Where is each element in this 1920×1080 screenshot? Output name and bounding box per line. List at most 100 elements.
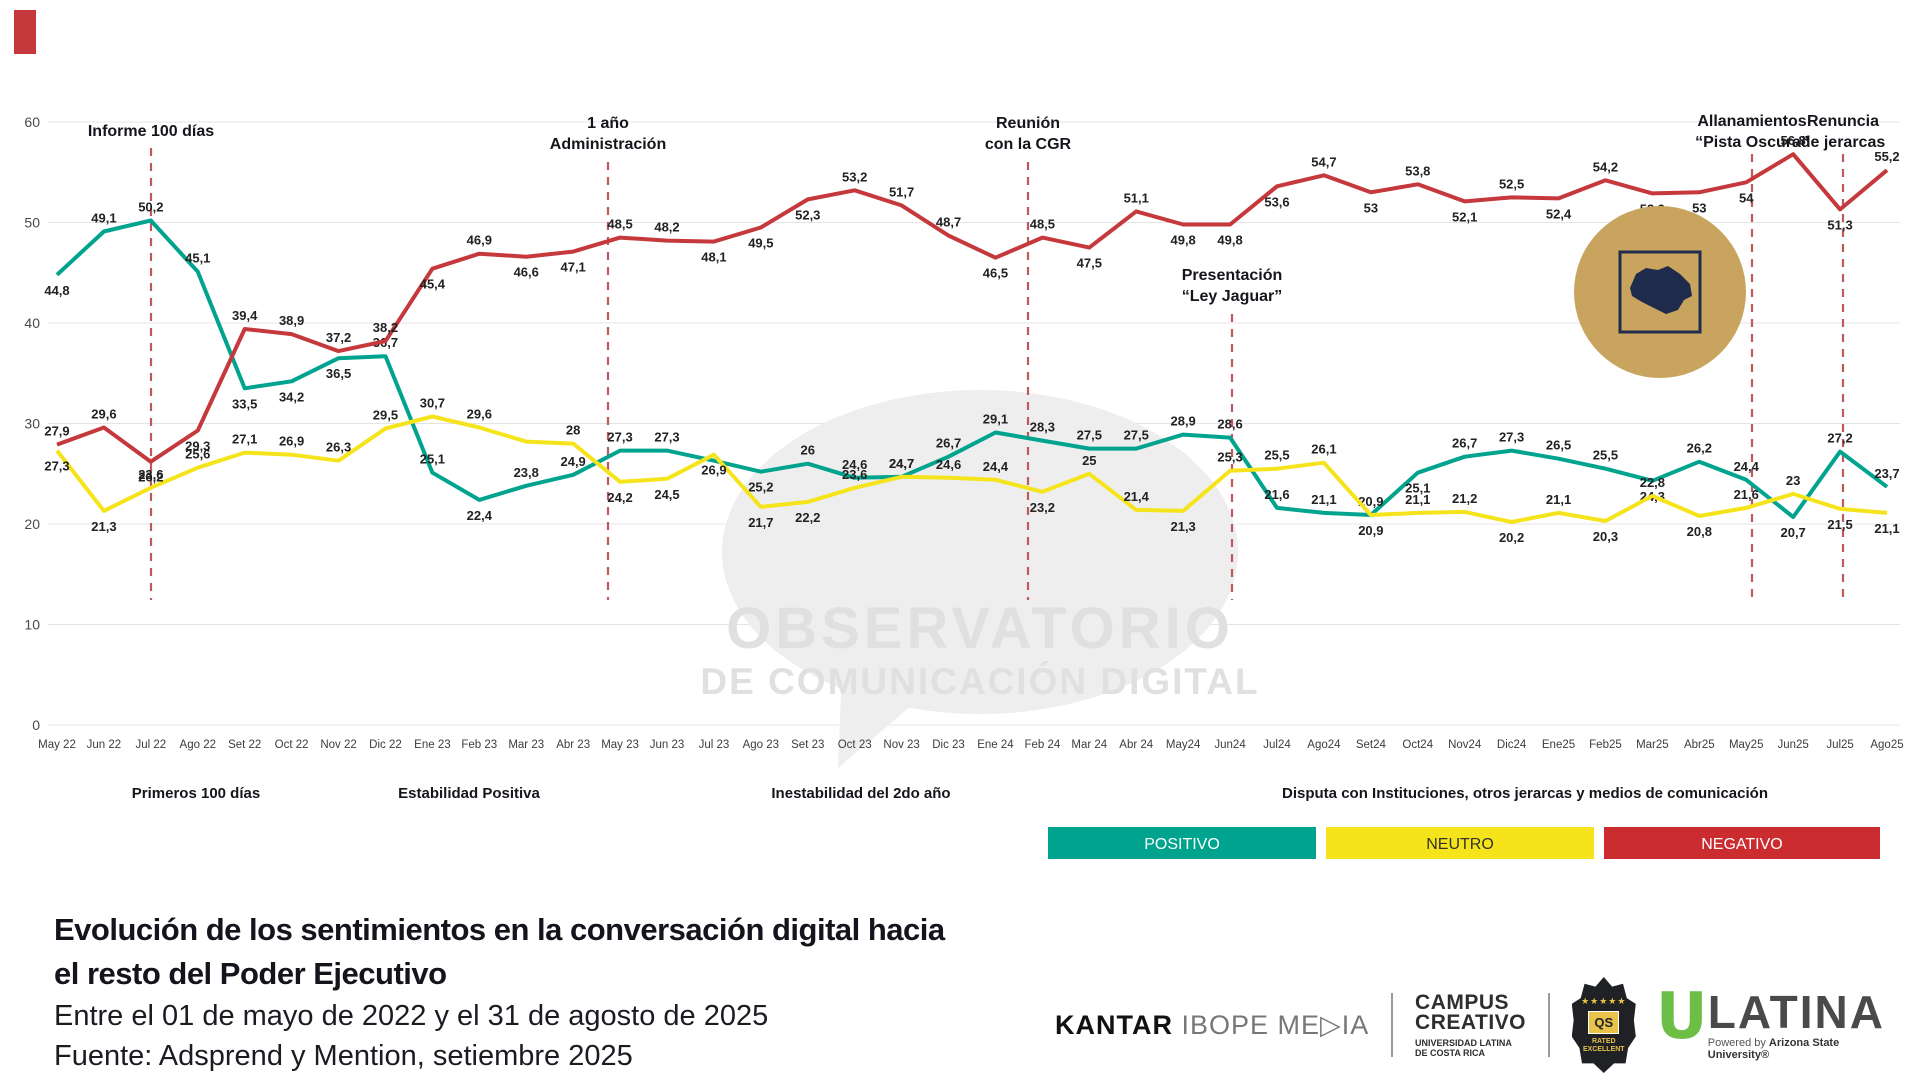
data-label: 55,2	[1874, 149, 1899, 164]
x-axis-tick-label: Abr 24	[1119, 739, 1153, 751]
data-label: 54,7	[1311, 154, 1336, 169]
data-label: 53	[1364, 200, 1378, 215]
data-label: 22,4	[467, 508, 493, 523]
data-label: 26,5	[1546, 438, 1571, 453]
data-label: 27,5	[1124, 428, 1149, 443]
x-axis-tick-label: Oct 22	[275, 739, 309, 751]
x-axis-tick-label: May 23	[601, 739, 639, 751]
y-axis-tick-label: 20	[24, 516, 40, 532]
x-axis-tick-label: Nov 23	[883, 739, 919, 751]
x-axis-tick-label: Mar25	[1636, 739, 1669, 751]
data-label: 25,3	[1217, 450, 1242, 465]
campus-logo-sub2: DE COSTA RICA	[1415, 1047, 1486, 1058]
x-axis-tick-label: Ago 23	[743, 739, 779, 751]
watermark-line1: OBSERVATORIO	[726, 596, 1234, 661]
data-label: 26	[801, 443, 815, 458]
data-label: 33,5	[232, 396, 257, 411]
data-label: 51,1	[1124, 190, 1149, 205]
data-label: 24,9	[560, 454, 585, 469]
data-label: 27,3	[1499, 430, 1524, 445]
data-label: 23	[1786, 473, 1800, 488]
x-axis-tick-label: Dic 23	[932, 739, 965, 751]
data-label: 51,3	[1827, 217, 1852, 232]
data-label: 26,9	[279, 434, 304, 449]
phase-label: Disputa con Instituciones, otros jerarca…	[1282, 785, 1768, 802]
x-axis-tick-label: Ago25	[1870, 739, 1903, 751]
data-label: 46,5	[983, 266, 1008, 281]
legend: POSITIVO NEUTRO NEGATIVO	[1048, 827, 1880, 859]
data-label: 20,9	[1358, 523, 1383, 538]
ocd-brand-mark	[14, 10, 36, 54]
data-label: 53,8	[1405, 163, 1430, 178]
footer-divider	[1548, 993, 1550, 1057]
data-label: 21,3	[1170, 519, 1195, 534]
data-label: 27,2	[1827, 431, 1852, 446]
x-axis-tick-label: Mar 24	[1071, 739, 1107, 751]
x-axis-tick-label: Jul24	[1263, 739, 1291, 751]
data-label: 44,8	[44, 283, 69, 298]
data-label: 22,8	[1640, 475, 1665, 490]
data-label: 56,8	[1780, 133, 1805, 148]
data-label: 26,3	[326, 440, 351, 455]
series-positivo: 44,849,150,245,133,5 34,236,536,725,122,4…	[44, 199, 1899, 539]
x-axis-tick-label: May25	[1729, 739, 1764, 751]
data-label: 52,3	[795, 207, 820, 222]
data-label: 24,7	[889, 456, 914, 471]
data-label: 21,6	[1264, 487, 1289, 502]
y-axis-tick-label: 30	[24, 416, 40, 432]
data-label: 23,7	[1874, 466, 1899, 481]
data-label: 48,5	[607, 217, 632, 232]
phase-label: Primeros 100 días	[132, 785, 260, 802]
data-label: 23,2	[1030, 500, 1055, 515]
event-annotation-label: Presentación	[1182, 267, 1282, 284]
data-label: 21,1	[1311, 492, 1336, 507]
data-label: 49,1	[91, 211, 116, 226]
data-label: 22,2	[795, 510, 820, 525]
data-label: 48,1	[701, 250, 726, 265]
data-label: 26,1	[1311, 442, 1336, 457]
event-annotation-label: Administración	[550, 136, 666, 153]
data-label: 54,2	[1593, 159, 1618, 174]
data-label: 27,3	[654, 430, 679, 445]
legend-swatch-neutro	[1326, 827, 1594, 859]
legend-swatch-positivo	[1048, 827, 1316, 859]
costa-rica-map-badge-icon	[1574, 206, 1746, 378]
chart-source: Fuente: Adsprend y Mention, setiembre 20…	[54, 1040, 633, 1072]
data-label: 24,6	[936, 457, 961, 472]
x-axis-tick-label: Oct24	[1402, 739, 1433, 751]
event-annotation-label: con la CGR	[985, 136, 1072, 153]
x-axis-tick-label: Nov 22	[320, 739, 356, 751]
series-line-positivo	[55, 218, 1889, 519]
data-label: 34,2	[279, 389, 304, 404]
data-label: 46,9	[467, 233, 492, 248]
data-label: 21,1	[1405, 492, 1430, 507]
data-label: 37,2	[326, 330, 351, 345]
campus-logo-sub1: UNIVERSIDAD LATINA	[1415, 1037, 1512, 1048]
data-label: 26,2	[138, 470, 163, 485]
x-axis-tick-label: Ene 23	[414, 739, 450, 751]
event-annotation-label: 1 año	[587, 115, 629, 132]
y-axis-tick-label: 50	[24, 215, 40, 231]
data-label: 48,2	[654, 220, 679, 235]
event-annotation-label: Renuncia	[1807, 113, 1879, 130]
ibope-media-logo-text: IBOPE ME▷IA	[1181, 1009, 1370, 1040]
ulatina-logo-text: LATINA	[1707, 986, 1885, 1038]
data-label: 24,2	[607, 490, 632, 505]
event-annotation: 1 año Administración	[550, 115, 666, 600]
data-label: 27,3	[607, 430, 632, 445]
data-label: 25,2	[748, 480, 773, 495]
data-label: 21,4	[1124, 489, 1150, 504]
data-label: 26,9	[701, 463, 726, 478]
event-annotation-label: “Pista Oscura”	[1695, 134, 1809, 151]
watermark-line2: DE COMUNICACIÓN DIGITAL	[700, 660, 1259, 702]
data-label: 38,9	[279, 313, 304, 328]
legend-label-negativo: NEGATIVO	[1701, 836, 1783, 853]
data-label: 29,6	[467, 407, 492, 422]
campus-creativo-logo: CAMPUS CREATIVO UNIVERSIDAD LATINA DE CO…	[1415, 992, 1526, 1058]
y-axis-tick-label: 10	[24, 617, 40, 633]
data-label: 53,6	[1264, 194, 1289, 209]
data-label: 25	[1082, 453, 1096, 468]
data-label: 27,3	[44, 459, 69, 474]
